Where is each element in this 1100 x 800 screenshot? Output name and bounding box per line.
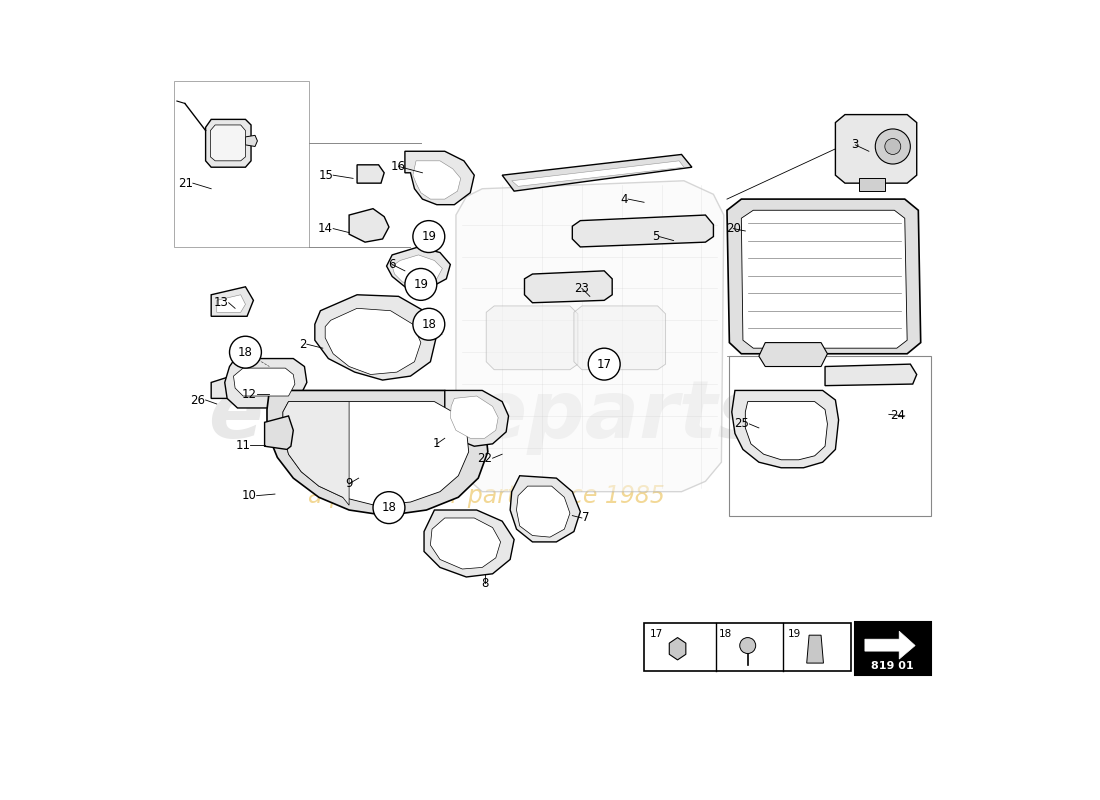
Circle shape: [412, 308, 444, 340]
Polygon shape: [510, 476, 581, 542]
Text: 3: 3: [851, 138, 859, 151]
Polygon shape: [206, 119, 251, 167]
Polygon shape: [645, 623, 851, 671]
Polygon shape: [283, 402, 469, 506]
Circle shape: [588, 348, 620, 380]
Polygon shape: [806, 635, 824, 663]
Text: 10: 10: [242, 489, 256, 502]
Text: 18: 18: [238, 346, 253, 358]
Polygon shape: [315, 294, 437, 380]
Polygon shape: [512, 161, 684, 186]
Polygon shape: [859, 178, 884, 191]
Text: 13: 13: [213, 296, 229, 310]
Polygon shape: [825, 364, 916, 386]
Polygon shape: [517, 486, 570, 537]
Polygon shape: [392, 255, 442, 285]
Text: 14: 14: [318, 222, 333, 235]
Polygon shape: [855, 622, 931, 675]
Text: 18: 18: [382, 501, 396, 514]
Text: 19: 19: [414, 278, 428, 291]
Polygon shape: [450, 396, 498, 438]
Text: 19: 19: [421, 230, 437, 243]
Polygon shape: [224, 358, 307, 408]
Polygon shape: [211, 286, 253, 316]
Text: a passion for parts since 1985: a passion for parts since 1985: [308, 484, 664, 508]
Polygon shape: [444, 390, 508, 446]
Text: 18: 18: [719, 629, 733, 638]
Polygon shape: [217, 294, 245, 312]
Polygon shape: [349, 209, 389, 242]
Text: 16: 16: [390, 160, 406, 173]
Circle shape: [230, 336, 262, 368]
Text: 5: 5: [652, 230, 659, 243]
Text: 6: 6: [388, 258, 396, 271]
Polygon shape: [746, 402, 827, 460]
Polygon shape: [412, 161, 461, 199]
Text: 26: 26: [190, 394, 206, 406]
Polygon shape: [424, 510, 514, 577]
Text: europeparts: europeparts: [208, 377, 764, 455]
Text: 8: 8: [481, 577, 488, 590]
Circle shape: [884, 138, 901, 154]
Polygon shape: [669, 638, 685, 660]
Polygon shape: [386, 247, 450, 288]
Circle shape: [373, 492, 405, 523]
Text: 4: 4: [620, 193, 628, 206]
Text: 21: 21: [178, 177, 192, 190]
Text: 20: 20: [726, 222, 740, 235]
Polygon shape: [741, 210, 908, 348]
Polygon shape: [732, 390, 838, 468]
Polygon shape: [326, 308, 421, 374]
Text: 17: 17: [650, 629, 663, 638]
Text: 18: 18: [421, 318, 437, 330]
Text: 9: 9: [345, 478, 353, 490]
Circle shape: [405, 269, 437, 300]
Polygon shape: [430, 518, 500, 569]
Polygon shape: [835, 114, 916, 183]
Text: 17: 17: [596, 358, 612, 370]
Polygon shape: [267, 390, 487, 515]
Polygon shape: [572, 215, 714, 247]
Polygon shape: [265, 416, 294, 450]
Text: 11: 11: [235, 439, 250, 452]
Polygon shape: [455, 181, 724, 492]
Polygon shape: [358, 165, 384, 183]
Circle shape: [412, 221, 444, 253]
Polygon shape: [759, 342, 827, 366]
Text: 819 01: 819 01: [871, 662, 914, 671]
Polygon shape: [211, 376, 238, 398]
Text: 22: 22: [477, 452, 493, 465]
Polygon shape: [525, 271, 613, 302]
Polygon shape: [210, 125, 245, 161]
Polygon shape: [283, 402, 349, 506]
Text: 15: 15: [318, 169, 333, 182]
Text: 7: 7: [582, 511, 590, 525]
Text: 19: 19: [788, 629, 801, 638]
Polygon shape: [233, 368, 295, 396]
Polygon shape: [865, 631, 915, 659]
Circle shape: [876, 129, 911, 164]
Text: 12: 12: [242, 388, 256, 401]
Circle shape: [739, 638, 756, 654]
Polygon shape: [503, 154, 692, 191]
Polygon shape: [245, 135, 257, 146]
Polygon shape: [405, 151, 474, 205]
Text: 25: 25: [735, 418, 749, 430]
Text: 23: 23: [574, 282, 590, 295]
Polygon shape: [727, 199, 921, 354]
Text: 24: 24: [890, 410, 905, 422]
Text: 2: 2: [299, 338, 307, 350]
Text: 1: 1: [433, 438, 440, 450]
Polygon shape: [574, 306, 666, 370]
Polygon shape: [486, 306, 578, 370]
